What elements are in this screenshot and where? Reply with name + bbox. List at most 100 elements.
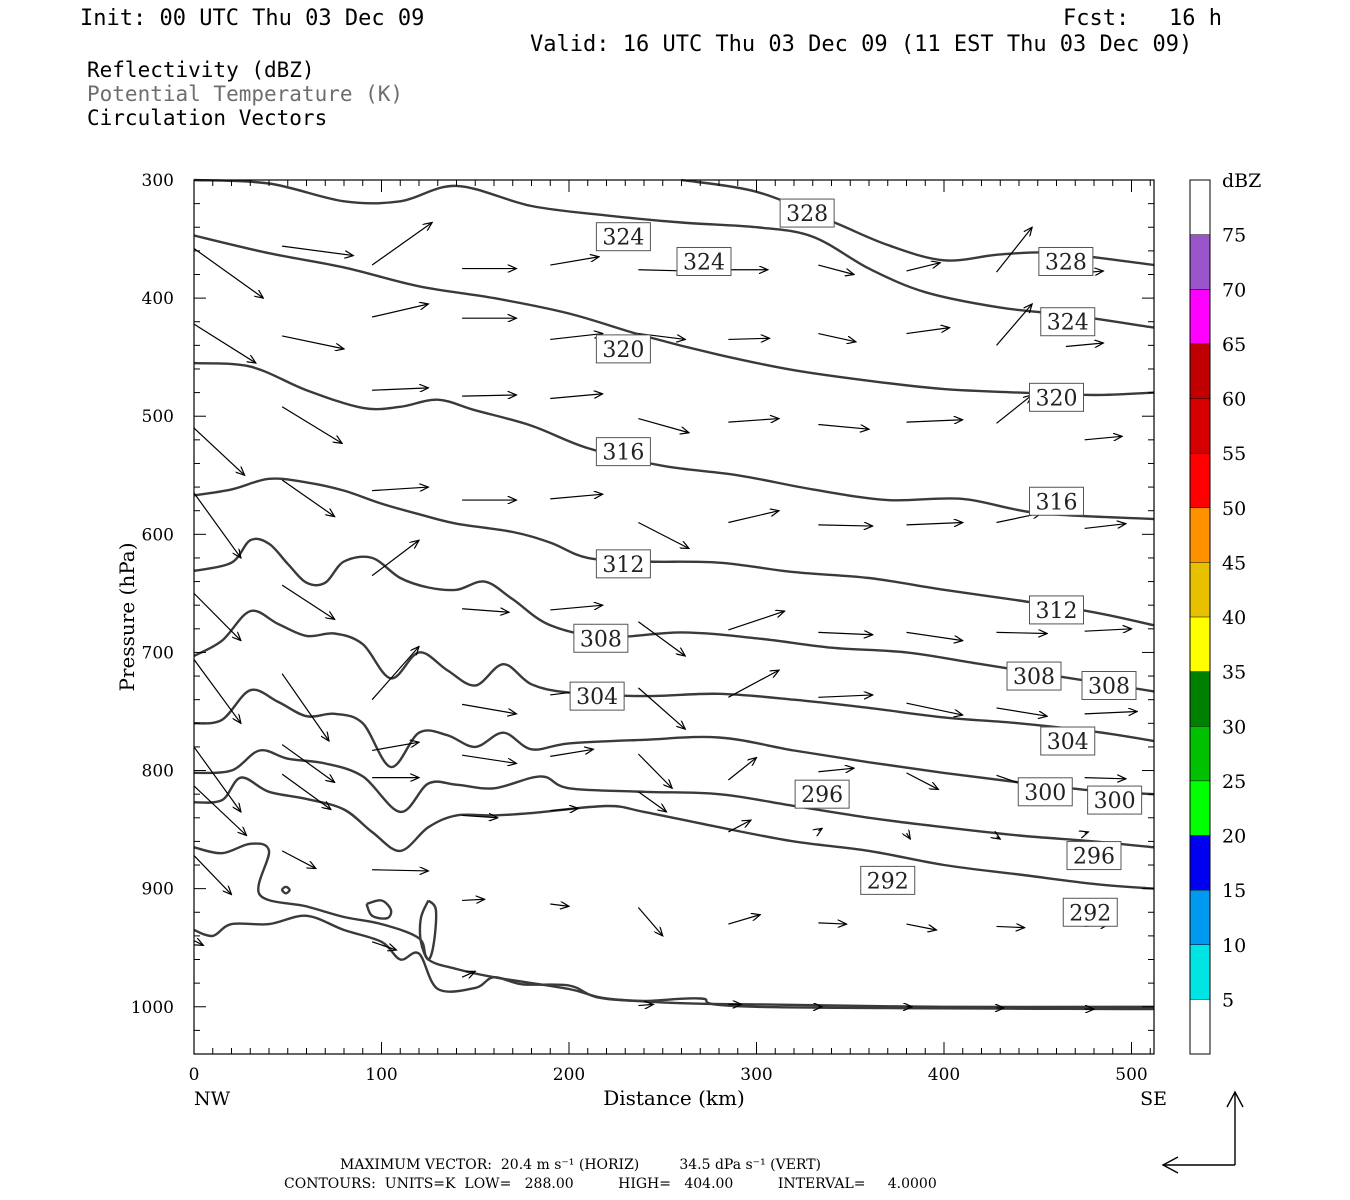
y-tick-label: 500 (142, 407, 174, 427)
forecast-hour: Fcst: 16 h (1063, 6, 1222, 31)
colorbar-label: 65 (1222, 334, 1246, 356)
circulation-vector (193, 248, 263, 299)
contour-label: 312 (1029, 595, 1084, 625)
colorbar-label: 15 (1222, 880, 1246, 902)
colorbar-segment (1190, 234, 1210, 290)
circulation-vector (282, 335, 344, 349)
circulation-vector (193, 592, 241, 640)
x-tick-label: 400 (928, 1065, 960, 1085)
valid-time: Valid: 16 UTC Thu 03 Dec 09 (11 EST Thu … (530, 32, 1193, 57)
y-axis-ticks: 300 400 500 600 700 800 900 1000 (131, 171, 1154, 1055)
circulation-vector (372, 870, 428, 871)
circulation-vector (281, 673, 329, 741)
x-tick-label: 200 (553, 1065, 585, 1085)
contour-labels: 328 324 324 328 324 320 320 316 316 312 312 308 308 3… (569, 198, 1143, 927)
contour-label: 328 (1038, 246, 1094, 276)
y-tick-label: 1000 (131, 998, 174, 1018)
x-tick-label: 300 (740, 1065, 772, 1085)
circulation-vector (728, 419, 779, 423)
contour-label-text: 296 (801, 783, 843, 808)
contour-label: 300 (1017, 777, 1073, 807)
contour-label-box (595, 437, 651, 467)
circulation-vector (818, 423, 869, 429)
circulation-vector (906, 772, 939, 790)
contour-label-box (676, 246, 732, 276)
contour-label: 292 (860, 865, 916, 895)
contour-label-box (595, 222, 651, 252)
contour-label-box (1029, 595, 1084, 625)
contour-label-box (1029, 382, 1084, 412)
colorbar-label: 5 (1222, 989, 1234, 1011)
circulation-vector (1084, 524, 1126, 530)
contour-label: 312 (595, 549, 651, 579)
circulation-vector (638, 521, 689, 549)
circulation-vector (550, 749, 593, 757)
isentrope-line-326 (193, 178, 1155, 329)
circulation-vector (637, 907, 662, 936)
colorbar-segment (1190, 343, 1210, 399)
colorbar-label: 75 (1222, 225, 1246, 247)
footer-max-vector: MAXIMUM VECTOR: 20.4 m s⁻¹ (HORIZ) 34.5 … (340, 1157, 822, 1173)
contour-label-box (794, 779, 850, 809)
contour-label-box (1066, 841, 1122, 871)
circulation-vector (461, 971, 475, 977)
circulation-vector (462, 703, 516, 713)
colorbar-label: 25 (1222, 771, 1246, 793)
contour-label-box (1006, 661, 1062, 691)
circulation-vector (194, 941, 203, 946)
circulation-vector (281, 479, 335, 517)
isentrope-line-304 (193, 688, 1155, 796)
colorbar-segment (1190, 999, 1210, 1054)
contour-label-text: 300 (1024, 781, 1066, 806)
contour-label: 316 (595, 437, 651, 467)
closed-contour-1 (418, 899, 438, 961)
contour-label-text: 324 (602, 226, 644, 251)
circulation-vector (818, 768, 854, 772)
circulation-vector (462, 754, 516, 763)
contour-label-box (1062, 897, 1118, 927)
colorbar-segment (1190, 671, 1210, 727)
circulation-vector (996, 632, 1048, 633)
contour-label-text: 308 (1013, 665, 1055, 690)
y-tick-label: 700 (142, 643, 174, 663)
contour-label: 292 (1062, 897, 1118, 927)
circulation-vector (818, 632, 872, 634)
contour-label-text: 296 (1073, 845, 1115, 870)
contour-label-box (1081, 671, 1137, 701)
colorbar-label: 35 (1222, 662, 1246, 684)
colorbar-label: 10 (1222, 935, 1246, 957)
circulation-vector (1084, 778, 1126, 779)
contour-label-box (1040, 726, 1096, 756)
contour-label: 304 (1040, 726, 1096, 756)
circulation-vector (638, 418, 689, 433)
circulation-vector (638, 621, 685, 656)
contour-label: 324 (1040, 307, 1096, 337)
contour-label: 316 (1029, 486, 1084, 516)
contour-label: 296 (1066, 841, 1122, 871)
field-circulation-vectors: Circulation Vectors (87, 106, 328, 130)
circulation-vector (818, 923, 846, 924)
contour-label: 304 (569, 681, 625, 711)
circulation-vector (371, 304, 428, 318)
circulation-vector (906, 923, 937, 930)
contour-label: 296 (794, 779, 850, 809)
closed-contour-2 (280, 885, 291, 895)
circulation-vector (728, 611, 784, 631)
colorbar-segment (1190, 562, 1210, 617)
isentrope-line-324 (193, 234, 1155, 397)
contour-label-text: 324 (1047, 311, 1089, 336)
circulation-vector (193, 492, 241, 558)
isentrope-line-308 (193, 609, 1155, 743)
circulation-vector (728, 338, 769, 339)
x-end-label-left: NW (194, 1088, 231, 1110)
y-tick-label: 800 (142, 762, 174, 782)
circulation-vector (193, 746, 241, 812)
circulation-vector (637, 753, 672, 788)
circulation-vector (996, 304, 1033, 346)
contour-label: 324 (676, 246, 732, 276)
colorbar-segment (1190, 507, 1210, 563)
contour-label-box (1029, 486, 1084, 516)
circulation-vector (906, 328, 950, 335)
contour-label: 328 (779, 198, 835, 228)
circulation-vector (906, 631, 963, 640)
